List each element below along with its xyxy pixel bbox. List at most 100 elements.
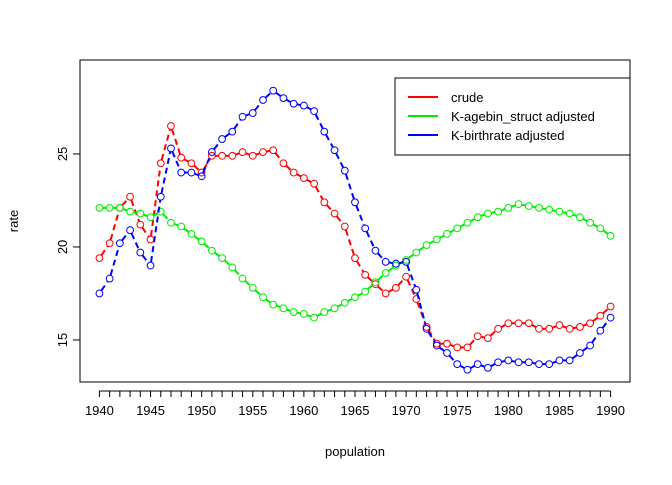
data-point xyxy=(494,207,503,216)
series-2 xyxy=(95,86,615,374)
x-tick-label: 1990 xyxy=(596,403,625,418)
series-line-segment xyxy=(602,229,609,235)
data-point xyxy=(330,304,339,313)
data-point xyxy=(361,224,370,233)
series-line-segment xyxy=(572,354,578,360)
data-point xyxy=(473,213,482,222)
series-line-segment xyxy=(235,152,240,156)
data-point xyxy=(432,235,441,244)
series-line-segment xyxy=(314,113,324,129)
data-point xyxy=(443,349,451,357)
data-point xyxy=(576,349,584,357)
data-point xyxy=(340,298,349,307)
data-point xyxy=(514,358,523,367)
series-line-segment xyxy=(450,343,455,348)
data-point xyxy=(524,319,533,328)
data-point xyxy=(535,203,543,212)
data-point xyxy=(565,209,574,218)
data-point xyxy=(576,323,584,331)
series-line-segment xyxy=(572,213,577,217)
series-line-segment xyxy=(357,292,363,297)
x-tick-label: 1985 xyxy=(545,403,574,418)
data-point xyxy=(330,209,339,218)
data-point xyxy=(136,209,145,218)
series-line-segment xyxy=(234,269,241,277)
y-tick-label: 15 xyxy=(55,333,70,347)
data-point xyxy=(463,218,472,227)
data-point xyxy=(463,365,472,374)
series-line-segment xyxy=(264,92,272,99)
series-line-segment xyxy=(418,246,425,252)
series-line-segment xyxy=(224,132,231,138)
data-point xyxy=(177,168,186,177)
series-line-segment xyxy=(335,215,344,225)
data-point xyxy=(524,358,533,367)
data-point xyxy=(126,192,134,201)
x-tick-label: 1955 xyxy=(238,403,267,418)
series-line-segment xyxy=(532,361,536,365)
series-line-segment xyxy=(365,231,375,248)
series-line-segment xyxy=(399,261,403,265)
data-point xyxy=(504,356,513,365)
data-point xyxy=(402,272,411,281)
data-point xyxy=(320,308,329,316)
data-point xyxy=(504,319,513,328)
data-point xyxy=(391,283,400,292)
series-line-segment xyxy=(388,288,394,293)
data-point xyxy=(167,122,175,130)
data-point xyxy=(361,270,370,279)
x-tick-label: 1940 xyxy=(85,403,114,418)
data-point xyxy=(238,112,247,121)
data-point xyxy=(228,263,237,272)
data-point xyxy=(432,341,441,350)
series-line-segment xyxy=(306,106,312,111)
data-point xyxy=(422,324,431,333)
data-point xyxy=(310,313,319,322)
series-line-segment xyxy=(397,278,405,286)
data-point xyxy=(207,151,216,160)
series-line-segment xyxy=(244,280,251,287)
data-point xyxy=(197,168,206,177)
data-point xyxy=(207,246,216,255)
series-line-segment xyxy=(202,155,212,174)
data-point xyxy=(351,198,359,207)
series-line-segment xyxy=(582,218,588,222)
data-point xyxy=(412,285,421,294)
series-line-segment xyxy=(316,312,322,317)
data-point xyxy=(535,360,543,369)
series-line-segment xyxy=(143,213,148,217)
data-point xyxy=(565,356,574,365)
data-point xyxy=(248,283,257,292)
data-point xyxy=(381,257,390,266)
data-point xyxy=(218,135,227,143)
data-point xyxy=(412,248,421,257)
data-point xyxy=(95,203,104,212)
data-point xyxy=(381,289,390,298)
series-line-segment xyxy=(162,213,170,221)
series-line-segment xyxy=(427,331,436,343)
series-line-segment xyxy=(193,164,200,171)
legend-label: crude xyxy=(451,90,484,105)
data-point xyxy=(289,168,298,177)
series-line-segment xyxy=(500,324,506,328)
series-line-segment xyxy=(183,227,190,233)
data-point xyxy=(248,151,257,160)
data-point xyxy=(443,230,451,238)
series-line-segment xyxy=(562,325,567,329)
series-line-segment xyxy=(592,223,598,228)
data-point xyxy=(218,254,227,263)
data-point xyxy=(310,107,319,116)
data-point xyxy=(95,254,104,263)
data-point xyxy=(596,326,605,335)
data-point xyxy=(555,356,564,365)
series-line-segment xyxy=(297,103,301,106)
series-line-segment xyxy=(489,330,497,337)
series-line-segment xyxy=(274,152,283,162)
series-line-segment xyxy=(573,326,577,330)
data-point xyxy=(299,174,308,183)
series-line-segment xyxy=(552,325,557,329)
series-line-segment xyxy=(109,211,120,241)
data-point xyxy=(596,224,605,233)
series-line-segment xyxy=(133,211,137,214)
data-point xyxy=(565,324,574,333)
